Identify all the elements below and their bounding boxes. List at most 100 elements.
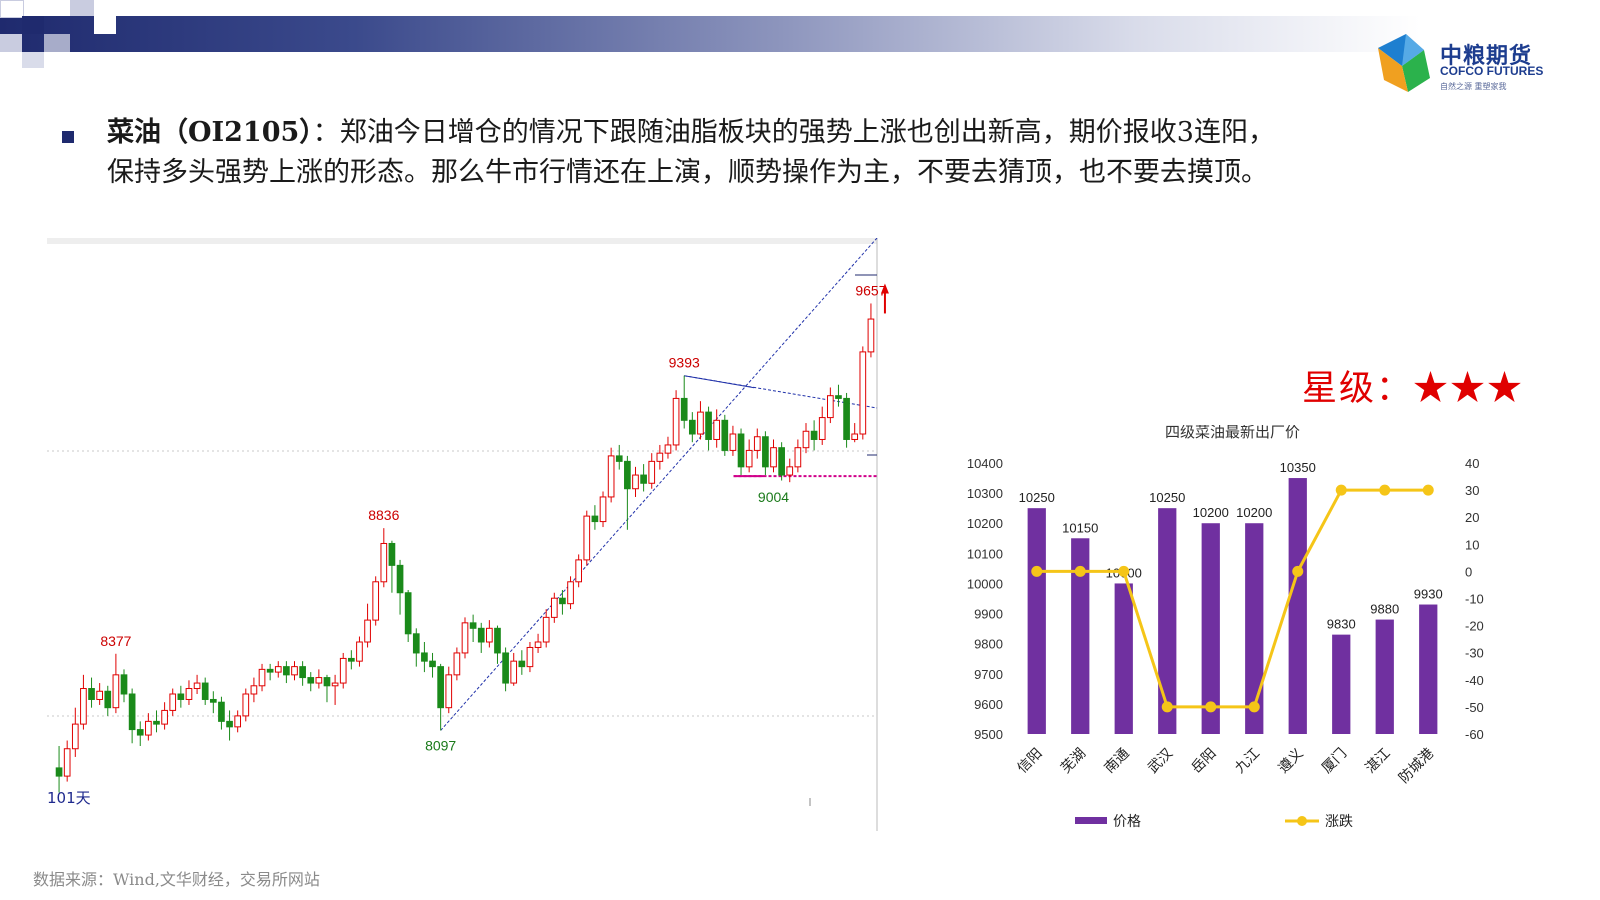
left-axis-tick-label: 10000 [967, 576, 1003, 591]
candle-body [128, 693, 136, 731]
candle-body [526, 646, 534, 668]
candle-body [810, 430, 818, 440]
change-point [1161, 701, 1173, 713]
candle-body [729, 433, 737, 451]
candle-body [510, 660, 518, 684]
category-label: 信阳 [1014, 746, 1045, 777]
resistance-segment [684, 375, 755, 389]
candle-body [453, 652, 461, 676]
bar-value-label: 9880 [1370, 602, 1399, 617]
candle-body [827, 395, 834, 419]
candle-body [120, 674, 128, 695]
candle-body [770, 447, 777, 468]
header-square [22, 52, 44, 68]
header-square [22, 16, 44, 34]
candle-body [250, 685, 258, 695]
left-axis-tick-label: 9600 [974, 697, 1003, 712]
price-bar [1375, 619, 1394, 734]
legend-bar-swatch [1075, 817, 1107, 824]
candle-body [404, 592, 412, 635]
candle-body [437, 666, 444, 709]
right-axis-tick-label: -20 [1465, 619, 1484, 634]
candle-body [412, 633, 420, 654]
left-axis-tick-label: 9700 [974, 667, 1003, 682]
candle-body [672, 397, 680, 446]
candle-body [218, 701, 225, 722]
bar-value-label: 10200 [1236, 505, 1272, 520]
rating-stars: ★★★ [1413, 369, 1525, 409]
candle-body [599, 496, 607, 523]
candle-body [867, 318, 875, 353]
candle-body [71, 723, 79, 750]
header-gradient-bar [0, 16, 1420, 52]
candle-body [737, 433, 745, 468]
category-label: 防城港 [1396, 746, 1437, 787]
star-rating: 星级：★★★ [1302, 360, 1524, 411]
left-axis-tick-label: 10400 [967, 456, 1003, 471]
candle-body [339, 657, 347, 684]
chart-title: 四级菜油最新出厂价 [1165, 425, 1300, 441]
candle-body [802, 430, 810, 449]
price-bar [1245, 523, 1264, 734]
category-label: 厦门 [1319, 746, 1350, 777]
category-label: 岳阳 [1188, 746, 1219, 777]
header-square [44, 34, 70, 52]
price-annotation: 9393 [669, 355, 700, 371]
candle-body [688, 419, 696, 435]
bar-value-label: 10250 [1149, 490, 1185, 505]
candle-body [80, 688, 87, 725]
price-bar [1419, 604, 1438, 734]
candle-body [388, 542, 396, 566]
candle-body [445, 674, 453, 709]
price-annotation: 8836 [368, 507, 399, 523]
bar-value-label: 9930 [1414, 587, 1443, 602]
logo-tagline: 自然之源 重塑家我 [1440, 82, 1507, 91]
candle-body [88, 688, 95, 700]
candle-body [794, 447, 802, 468]
change-point [1379, 484, 1391, 496]
candle-body [112, 674, 120, 709]
right-axis-tick-label: 20 [1465, 510, 1479, 525]
chart-background [47, 238, 877, 831]
candle-body [624, 460, 631, 490]
logo-name-cn: 中粮期货 [1440, 44, 1533, 69]
chart-top-band [47, 238, 877, 244]
data-source-note: 数据来源：Wind,文华财经，交易所网站 [33, 870, 320, 889]
price-bar [1027, 508, 1046, 734]
category-label: 湛江 [1362, 746, 1393, 777]
price-bar [1332, 634, 1351, 734]
candle-body [640, 474, 647, 484]
candle-body [429, 660, 436, 668]
legend-label: 价格 [1113, 814, 1141, 830]
headline-text: 菜油（OI2105）：郑油今日增仓的情况下跟随油脂板块的强势上涨也创出新高，期价… [107, 113, 1567, 193]
candle-body [315, 677, 323, 684]
candle-body [153, 720, 160, 725]
candle-body [307, 677, 315, 684]
left-axis-tick-label: 9900 [974, 607, 1003, 622]
price-bar [1201, 523, 1220, 734]
candle-body [104, 690, 112, 709]
right-axis-tick-label: 40 [1465, 456, 1479, 471]
change-point [1205, 701, 1217, 713]
bullet-icon [62, 131, 74, 143]
candle-body [372, 581, 380, 621]
header-square [0, 34, 22, 52]
left-axis-tick-label: 10100 [967, 546, 1003, 561]
candle-body [835, 395, 842, 399]
right-axis-tick-label: -10 [1465, 592, 1484, 607]
candle-body [843, 397, 850, 440]
candle-body [713, 419, 721, 440]
right-axis-tick-label: 10 [1465, 537, 1479, 552]
header-square [70, 0, 94, 16]
candle-body [818, 417, 826, 440]
logo-name-en: COFCO FUTURES [1440, 64, 1544, 78]
bar-value-label: 10350 [1280, 460, 1316, 475]
right-axis-tick-label: 30 [1465, 483, 1479, 498]
candle-body [331, 682, 339, 687]
candle-body [697, 411, 704, 435]
change-point [1074, 565, 1086, 577]
change-point [1422, 484, 1434, 496]
candle-body [380, 542, 388, 583]
candle-body [721, 419, 729, 451]
candle-body [762, 436, 769, 468]
